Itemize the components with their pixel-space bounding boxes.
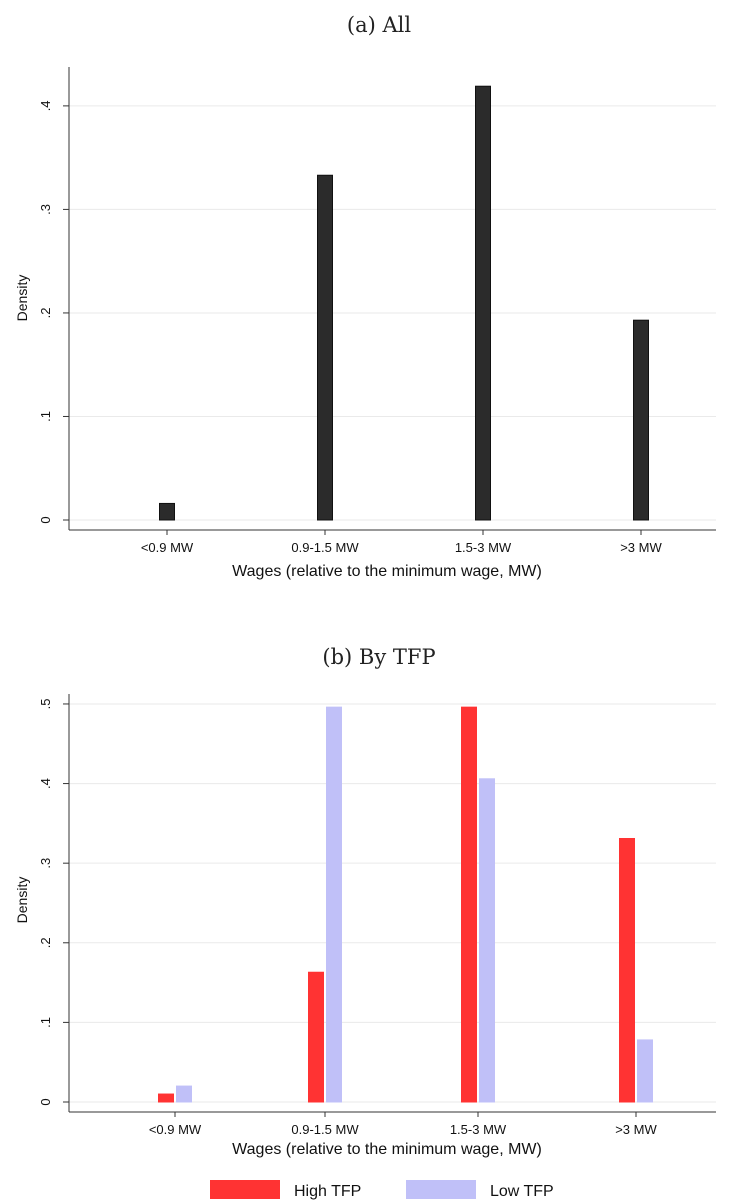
legend-label-high-tfp: High TFP	[294, 1183, 361, 1200]
panel-b-x-label: Wages (relative to the minimum wage, MW)	[232, 1141, 542, 1158]
panel-b-x-tick-label-0-9-mw: <0.9 MW	[149, 1122, 202, 1137]
panel-b-bar-low-tfp-1-5-3-mw	[479, 778, 495, 1103]
panel-a-x-tick-label-0-9-1-5-mw: 0.9-1.5 MW	[291, 540, 359, 555]
panel-b-bar-low-tfp-0-9-1-5-mw	[326, 706, 342, 1103]
panel-b-bar-high-tfp-0-9-1-5-mw	[308, 971, 324, 1103]
panel-a-x-tick-label-0-9-mw: <0.9 MW	[141, 540, 194, 555]
panel-b-bar-high-tfp-1-5-3-mw	[461, 706, 477, 1103]
panel-a-y-label: Density	[14, 275, 30, 322]
panel-a-x-label: Wages (relative to the minimum wage, MW)	[232, 563, 542, 580]
panel-a-y-tick-label-3: .3	[38, 204, 53, 215]
panel-a-bar-series-0-0-9-mw	[159, 502, 175, 521]
panel-b-x-tick-label-1-5-3-mw: 1.5-3 MW	[450, 1122, 507, 1137]
legend-swatch-low-tfp	[406, 1180, 476, 1199]
panel-b-bar-low-tfp-3-mw	[637, 1039, 653, 1103]
panel-a-bar-series-0-3-mw	[633, 319, 649, 521]
panel-a-y-tick-label-2: .2	[38, 308, 53, 319]
legend-label-low-tfp: Low TFP	[490, 1183, 554, 1200]
panel-b-y-tick-label-1: .1	[38, 1017, 53, 1028]
panel-b-y-tick-label-3: .3	[38, 858, 53, 869]
panel-b-bar-low-tfp-0-9-mw	[176, 1085, 192, 1103]
legend-swatch-high-tfp	[210, 1180, 280, 1199]
panel-a-x-tick-label-3-mw: >3 MW	[620, 540, 662, 555]
panel-b-bar-high-tfp-0-9-mw	[158, 1093, 174, 1103]
panel-a-y-tick-label-1: .1	[38, 411, 53, 422]
panel-a-bar-series-0-1-5-3-mw	[475, 85, 491, 521]
panel-b-y-tick-label-4: .4	[38, 778, 53, 789]
panel-a-y-tick-label-4: .4	[38, 100, 53, 111]
panel-b-y-tick-label-2: .2	[38, 937, 53, 948]
panel-b-y-tick-label-5: .5	[38, 699, 53, 710]
panel-a: (a) All 0 .1 .2 .3 .4 <0.9 MW 0.9-1.5 MW 1.5-3…	[14, 13, 716, 580]
panel-b-y-label: Density	[14, 877, 30, 924]
panel-a-x-tick-label-1-5-3-mw: 1.5-3 MW	[455, 540, 512, 555]
panel-b-x-tick-label-3-mw: >3 MW	[615, 1122, 657, 1137]
panel-b-title: (b) By TFP	[322, 645, 435, 669]
panel-a-title: (a) All	[347, 13, 411, 37]
panel-b: (b) By TFP 0 .1 .2 .3 .4 .5 <0.9 MW 0.9-1.5 MW…	[14, 645, 716, 1200]
panel-b-x-tick-label-0-9-1-5-mw: 0.9-1.5 MW	[291, 1122, 359, 1137]
panel-b-bar-high-tfp-3-mw	[619, 837, 635, 1103]
panel-b-y-tick-label-0: 0	[38, 1098, 53, 1105]
panel-a-bar-series-0-0-9-1-5-mw	[317, 174, 333, 521]
panel-a-y-tick-label-0: 0	[38, 516, 53, 523]
legend: High TFP Low TFP	[210, 1180, 554, 1200]
